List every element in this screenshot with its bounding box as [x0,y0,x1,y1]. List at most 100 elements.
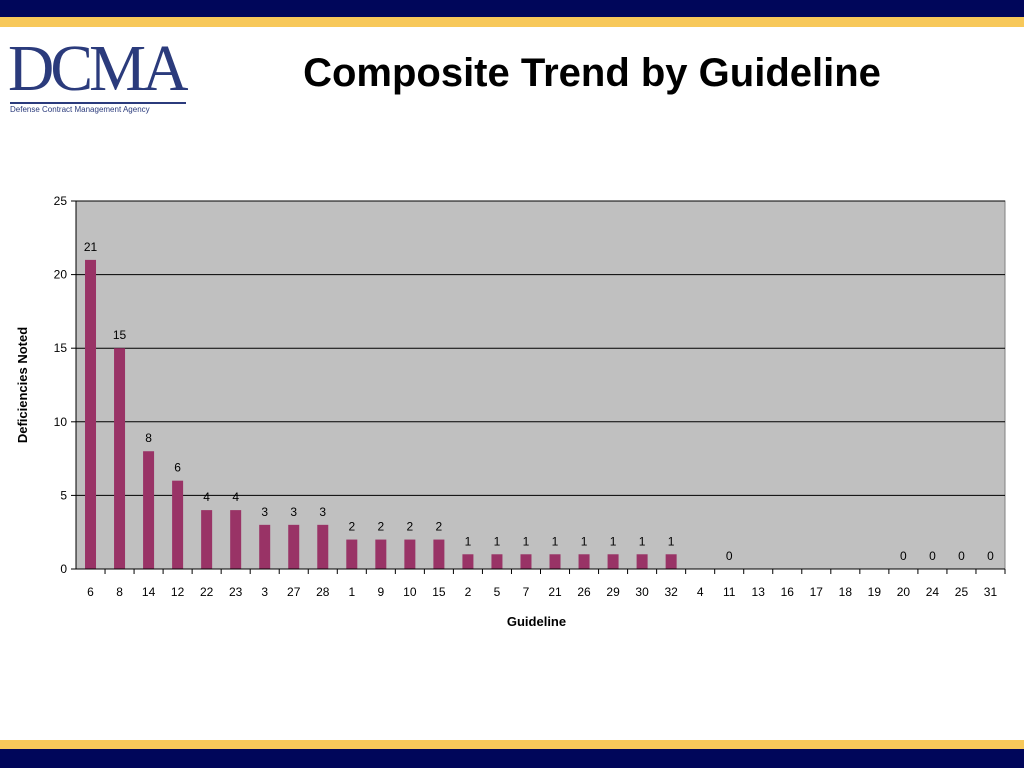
y-tick-label: 10 [54,415,68,429]
y-tick-label: 20 [54,268,68,282]
plot-area [75,200,1006,570]
bar [404,539,416,569]
x-tick-label: 21 [548,585,562,599]
logo-tagline: Defense Contract Management Agency [10,105,150,114]
x-tick-label: 2 [465,585,472,599]
y-tick-label: 25 [54,194,68,208]
bar [143,451,155,569]
bar [85,259,97,569]
x-tick-label: 10 [403,585,417,599]
data-label: 2 [436,520,443,534]
data-label: 1 [639,534,646,548]
gridlines [76,200,1005,496]
x-tick-label: 19 [868,585,882,599]
logo-rule [10,102,186,104]
x-tick-label: 29 [606,585,620,599]
data-label: 21 [84,240,98,254]
x-tick-label: 11 [723,585,736,599]
x-tick-label: 23 [229,585,243,599]
data-label: 0 [987,549,994,563]
bar [346,539,358,569]
x-tick-label: 31 [984,585,998,599]
data-label: 2 [348,520,355,534]
bar [259,524,271,569]
data-label: 6 [174,461,181,475]
data-label: 15 [113,328,127,342]
x-tick-label: 8 [116,585,123,599]
data-label: 1 [465,534,472,548]
bar [230,510,242,569]
data-label: 0 [958,549,965,563]
bar [636,554,648,569]
x-tick-label: 1 [348,585,355,599]
y-tick-label: 15 [54,341,68,355]
x-tick-label: 12 [171,585,185,599]
data-label: 4 [203,490,210,504]
x-axis-ticks: 6 8 14 12 22 23 3 27 28 1 9 10 15 2 5 7 21 26 29 30 32 4 11 13 1… [87,569,1006,599]
top-navy-band [0,0,1024,17]
x-tick-label: 4 [697,585,704,599]
slide-title: Composite Trend by Guideline [303,51,881,95]
x-tick-label: 9 [377,585,384,599]
x-tick-label: 6 [87,585,94,599]
bar [288,524,300,569]
top-gold-band [0,17,1024,27]
x-tick-label: 28 [316,585,330,599]
data-label: 1 [610,534,617,548]
data-label: 0 [900,549,907,563]
data-label: 3 [261,505,268,519]
x-tick-label: 26 [577,585,591,599]
x-tick-label: 16 [781,585,795,599]
x-tick-label: 30 [635,585,649,599]
y-tick-label: 0 [60,562,67,576]
x-axis-title: Guideline [507,614,566,629]
x-tick-label: 27 [287,585,301,599]
bar [520,554,532,569]
data-label: 1 [552,534,559,548]
data-label: 2 [377,520,384,534]
bar [607,554,619,569]
bottom-gold-band [0,740,1024,749]
x-tick-label: 24 [926,585,940,599]
x-tick-label: 14 [142,585,156,599]
y-axis-title: Deficiencies Noted [15,327,30,443]
data-label: 2 [407,520,414,534]
bar [665,554,677,569]
data-label: 8 [145,431,152,445]
bar [114,348,126,569]
x-tick-label: 22 [200,585,214,599]
data-label: 0 [929,549,936,563]
bar [201,510,213,569]
bar [491,554,503,569]
bar [578,554,590,569]
data-label: 3 [319,505,326,519]
x-tick-label: 7 [523,585,530,599]
x-tick-label: 3 [261,585,268,599]
x-tick-label: 5 [494,585,501,599]
dcma-logo: DCMA Defense Contract Management Agency [8,32,188,115]
x-tick-label: 15 [432,585,446,599]
bar [462,554,474,569]
data-label: 1 [668,534,675,548]
y-tick-label: 5 [60,488,67,502]
x-tick-label: 13 [752,585,766,599]
data-label: 4 [232,490,239,504]
x-tick-label: 17 [810,585,824,599]
data-label: 0 [726,549,733,563]
x-tick-label: 20 [897,585,911,599]
bottom-navy-band [0,749,1024,768]
data-label: 1 [494,534,501,548]
bar [375,539,387,569]
bar [172,480,184,569]
bar [433,539,445,569]
y-axis-ticks: 0 5 10 15 20 25 [54,194,76,576]
data-label: 3 [290,505,297,519]
data-label: 1 [523,534,530,548]
x-tick-label: 18 [839,585,853,599]
logo-wordmark: DCMA [8,32,188,105]
bar [549,554,561,569]
x-tick-label: 25 [955,585,969,599]
x-tick-label: 32 [664,585,678,599]
